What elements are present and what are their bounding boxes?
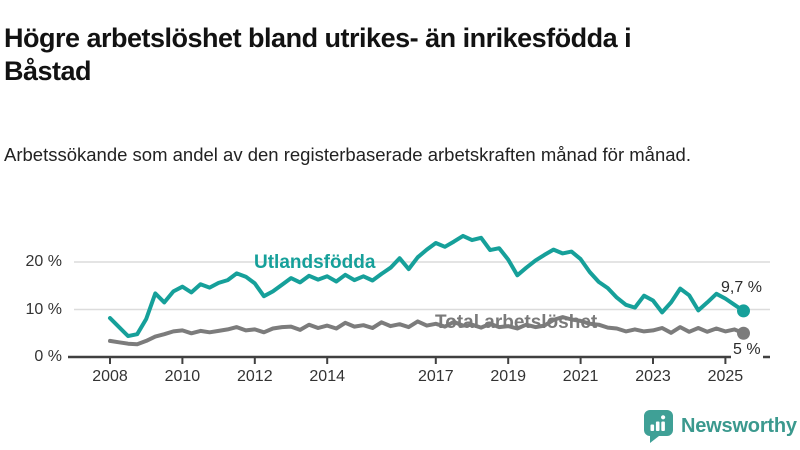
end-value-label-total: 5 % xyxy=(731,341,763,359)
x-tick-label-2017: 2017 xyxy=(418,368,454,385)
end-value-label-utlandsfodda: 9,7 % xyxy=(721,279,762,296)
page-title: Högre arbetslöshet bland utrikes- än inr… xyxy=(4,23,632,87)
series-label-utlandsfodda: Utlandsfödda xyxy=(254,252,376,273)
x-tick-label-2025: 2025 xyxy=(707,368,744,385)
x-tick-label-2008: 2008 xyxy=(92,368,128,385)
x-tick-label-2019: 2019 xyxy=(490,368,526,385)
y-tick-label-0: 0 % xyxy=(34,348,62,365)
end-dot-1 xyxy=(737,326,750,340)
y-tick-label-10: 10 % xyxy=(25,301,62,318)
y-tick-label-20: 20 % xyxy=(25,253,62,270)
series-line-0 xyxy=(108,233,746,339)
chart-subtitle: Arbetssökande som andel av den registerb… xyxy=(4,143,691,165)
newsworthy-logo-text: Newsworthy xyxy=(681,414,797,437)
x-tick-label-2010: 2010 xyxy=(164,368,201,385)
newsworthy-logo-icon xyxy=(643,409,674,443)
x-tick-label-2021: 2021 xyxy=(562,368,599,385)
series-label-total-arbetsloshet: Total arbetslöshet xyxy=(435,312,598,333)
x-tick-label-2014: 2014 xyxy=(309,368,345,385)
newsworthy-logo[interactable]: Newsworthy xyxy=(643,409,797,443)
end-dot-0 xyxy=(737,304,750,318)
series-line-1 xyxy=(108,315,746,347)
x-tick-label-2023: 2023 xyxy=(635,368,671,385)
x-tick-label-2012: 2012 xyxy=(237,368,273,385)
